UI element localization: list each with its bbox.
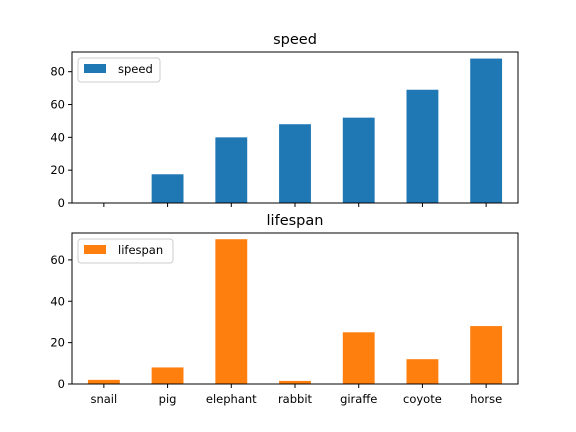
lifespan-subplot: lifespan 0 20 40 60 snail pig elephant rabbit g… [50, 213, 519, 406]
bar-rabbit [279, 124, 311, 203]
bar-giraffe [342, 332, 375, 384]
y-tick-label: 20 [50, 163, 65, 177]
bar-pig [151, 174, 184, 203]
subplot-title: lifespan [267, 213, 324, 229]
plot-frame [71, 51, 519, 204]
x-axis-ticks [103, 203, 487, 207]
legend: lifespan [77, 238, 174, 264]
y-tick-label: 80 [50, 65, 65, 79]
y-axis-ticks: 0 20 40 60 80 [50, 65, 72, 210]
bar-rabbit [279, 380, 311, 384]
y-tick-label: 0 [58, 377, 65, 391]
legend-label: lifespan [118, 243, 163, 257]
bar-pig [151, 367, 184, 384]
x-tick-label: horse [470, 392, 502, 406]
y-tick-label: 60 [50, 98, 65, 112]
bar-series [87, 239, 503, 384]
y-tick-label: 40 [50, 294, 65, 308]
plot-frame [71, 232, 519, 385]
x-tick-label: pig [159, 392, 177, 406]
x-tick-label: coyote [403, 392, 442, 406]
x-tick-label: elephant [206, 392, 257, 406]
bar-elephant [215, 239, 248, 384]
bar-snail [87, 379, 120, 384]
bar-horse [470, 326, 503, 384]
legend-swatch [84, 64, 106, 73]
bar-coyote [406, 359, 439, 384]
bar-coyote [406, 89, 439, 203]
y-tick-label: 60 [50, 253, 65, 267]
bar-horse [470, 58, 503, 203]
y-tick-label: 20 [50, 336, 65, 350]
bar-giraffe [342, 117, 375, 203]
bar-series [87, 58, 503, 203]
x-tick-label: giraffe [340, 392, 377, 406]
legend: speed [77, 57, 161, 83]
legend-label: speed [118, 62, 153, 76]
y-tick-label: 40 [50, 130, 65, 144]
y-axis-ticks: 0 20 40 60 [50, 253, 72, 391]
bar-elephant [215, 137, 248, 203]
speed-subplot: speed 0 20 40 60 80 speed [50, 32, 519, 210]
x-tick-label: rabbit [278, 392, 313, 406]
x-axis-ticks: snail pig elephant rabbit giraffe coyote horse [90, 384, 502, 406]
x-tick-label: snail [90, 392, 117, 406]
legend-swatch [84, 245, 106, 254]
subplot-title: speed [273, 32, 317, 48]
y-tick-label: 0 [58, 196, 65, 210]
